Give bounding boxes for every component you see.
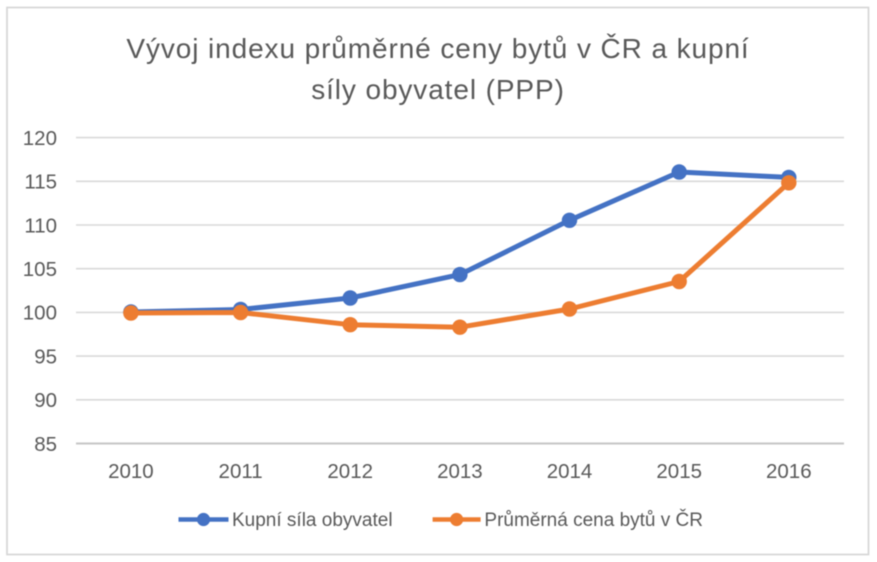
svg-text:2012: 2012 xyxy=(327,460,373,483)
svg-text:90: 90 xyxy=(34,389,57,412)
svg-text:105: 105 xyxy=(23,258,57,281)
svg-text:Kupní síla obyvatel: Kupní síla obyvatel xyxy=(232,510,393,531)
svg-text:120: 120 xyxy=(23,127,57,150)
svg-text:2013: 2013 xyxy=(437,460,483,483)
svg-text:85: 85 xyxy=(34,433,57,456)
svg-text:2011: 2011 xyxy=(219,460,263,483)
svg-text:110: 110 xyxy=(24,214,57,237)
svg-text:95: 95 xyxy=(34,345,57,368)
svg-text:síly obyvatel (PPP): síly obyvatel (PPP) xyxy=(311,74,565,105)
svg-text:Vývoj indexu průměrné ceny byt: Vývoj indexu průměrné ceny bytů v ČR a k… xyxy=(126,33,749,64)
svg-text:100: 100 xyxy=(23,302,57,325)
svg-text:Průměrná cena bytů v ČR: Průměrná cena bytů v ČR xyxy=(484,509,703,531)
svg-text:2016: 2016 xyxy=(766,460,812,483)
svg-text:2014: 2014 xyxy=(547,460,593,483)
svg-text:2015: 2015 xyxy=(656,460,702,483)
svg-text:115: 115 xyxy=(24,171,57,194)
svg-text:2010: 2010 xyxy=(108,460,154,483)
